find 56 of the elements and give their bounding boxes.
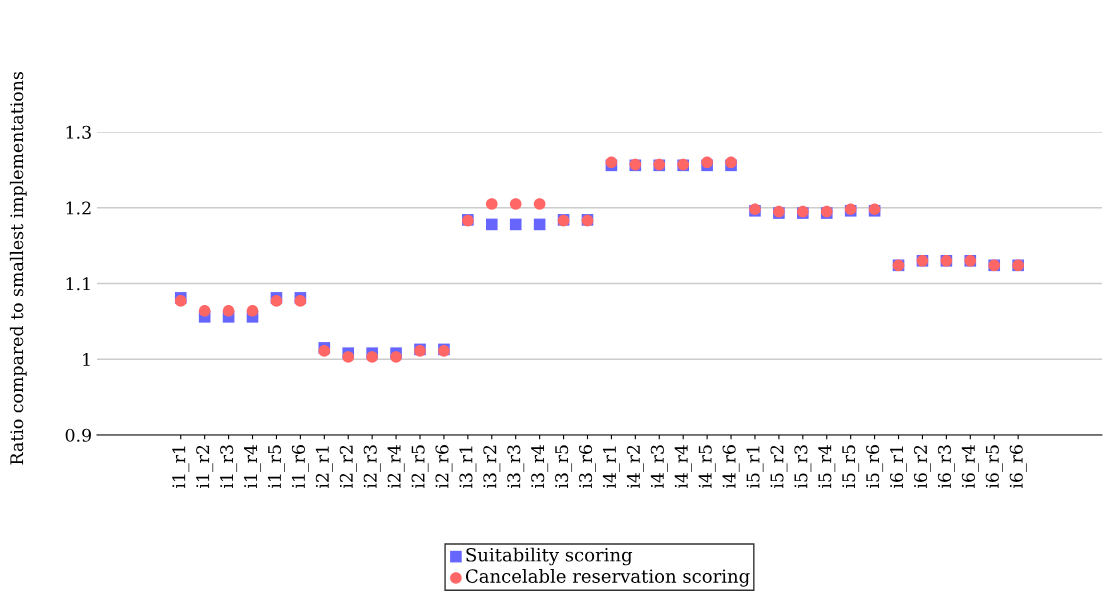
x-tick-label: i3_r2 — [483, 445, 501, 489]
x-tick-label: i6_r5 — [985, 445, 1003, 489]
y-tick-label: 1.3 — [66, 125, 91, 139]
point — [509, 218, 522, 231]
point — [485, 198, 498, 210]
x-tick-label: i1_r5 — [267, 445, 285, 489]
y-tick-label: 1 — [83, 352, 90, 366]
x-tick-label: i3_r5 — [555, 445, 573, 489]
point — [366, 351, 378, 363]
y-axis-title: Ratio compared to smallest implementations — [9, 72, 27, 465]
x-tick-label: i1_r6 — [291, 445, 309, 489]
x-tick-label: i2_r5 — [411, 445, 429, 489]
x-tick-label: i1_r2 — [196, 445, 214, 489]
point — [533, 198, 546, 210]
x-tick-label: i4_r4 — [674, 444, 692, 489]
legend-label: Cancelable reservation scoring — [465, 568, 750, 587]
x-tick-label: i5_r1 — [746, 446, 764, 489]
point — [342, 351, 355, 363]
y-tick-label: 1.1 — [66, 277, 90, 291]
x-tick-label: i4_r6 — [722, 445, 740, 489]
x-tick-label: i3_r4 — [531, 444, 549, 489]
x-tick-label: i2_r4 — [387, 444, 405, 489]
y-tick-label: 0.9 — [65, 428, 91, 442]
x-tick-label: i3_r1 — [459, 446, 477, 489]
x-tick-label: i6_r6 — [1009, 445, 1027, 489]
point — [198, 304, 211, 317]
point — [390, 351, 402, 363]
x-tick-label: i6_r2 — [913, 445, 931, 489]
x-tick-label: i4_r5 — [698, 445, 716, 489]
x-tick-label: i4_r3 — [650, 445, 668, 489]
y-tick-label: 1.2 — [66, 201, 91, 215]
point — [509, 198, 522, 210]
x-tick-label: i4_r2 — [626, 445, 644, 489]
x-tick-label: i5_r6 — [866, 445, 884, 489]
x-tick-label: i2_r6 — [435, 445, 453, 489]
x-tick-label: i2_r1 — [315, 446, 333, 489]
x-tick-label: i1_r4 — [244, 444, 262, 489]
x-tick-label: i5_r2 — [770, 445, 788, 489]
x-tick-label: i6_r4 — [961, 444, 979, 489]
x-tick-label: i3_r6 — [579, 445, 596, 489]
x-tick-label: i5_r5 — [842, 445, 860, 489]
x-tick-label: i6_r1 — [890, 446, 908, 489]
legend-label: Suitability scoring — [466, 547, 633, 566]
point — [246, 304, 259, 317]
x-tick-label: i2_r3 — [363, 445, 381, 489]
x-tick-label: i3_r3 — [507, 445, 525, 489]
point — [533, 218, 546, 231]
x-tick-label: i4_r1 — [602, 446, 620, 489]
x-tick-label: i1_r1 — [172, 446, 190, 489]
point — [485, 218, 498, 231]
x-tick-label: i6_r3 — [937, 445, 955, 489]
x-tick-label: i2_r2 — [339, 445, 357, 489]
x-tick-label: i1_r3 — [220, 445, 238, 489]
point — [222, 304, 235, 317]
x-tick-label: i5_r4 — [818, 444, 836, 489]
x-tick-label: i5_r3 — [794, 445, 812, 489]
